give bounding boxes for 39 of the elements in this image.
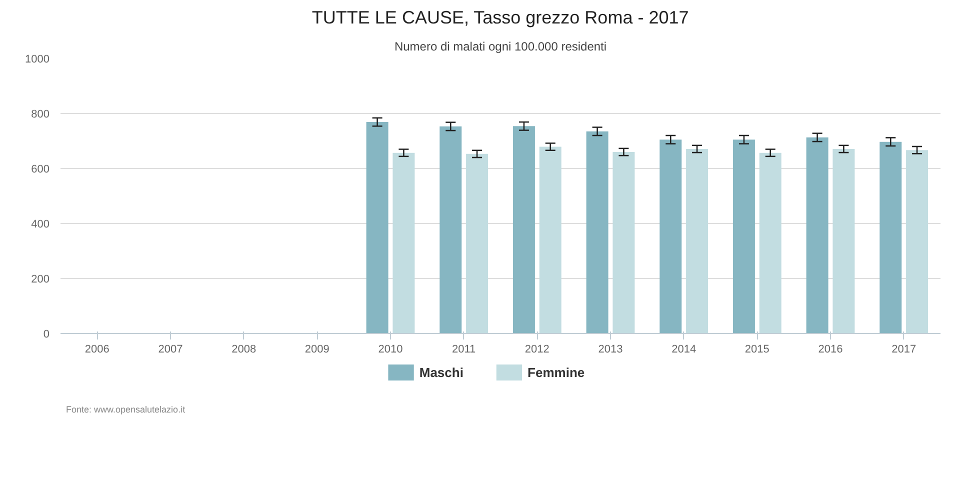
chart-subtitle: Numero di malati ogni 100.000 residenti — [394, 40, 607, 54]
bar — [512, 126, 535, 334]
y-tick-label: 1000 — [25, 54, 50, 66]
x-tick-label: 2011 — [452, 344, 476, 356]
bar — [686, 148, 708, 334]
y-tick-label: 800 — [31, 108, 50, 120]
x-tick-label: 2010 — [378, 344, 403, 356]
bar — [880, 142, 902, 334]
x-tick-label: 2016 — [818, 344, 843, 356]
bar — [466, 154, 488, 334]
bar — [440, 126, 462, 334]
source-note: Fonte: www.opensalutelazio.it — [66, 404, 186, 414]
bar — [366, 122, 388, 334]
x-tick-label: 2012 — [524, 344, 550, 356]
y-tick-label: 0 — [43, 328, 50, 340]
x-tick-label: 2017 — [892, 344, 916, 356]
x-tick-label: 2014 — [672, 344, 696, 356]
y-tick-label: 600 — [31, 164, 50, 176]
chart-title: TUTTE LE CAUSE, Tasso grezzo Roma - 2017 — [312, 8, 689, 28]
bar — [906, 150, 928, 334]
y-tick-label: 400 — [31, 218, 50, 230]
x-tick-label: 2006 — [84, 344, 110, 356]
x-tick-label: 2013 — [598, 344, 623, 356]
legend-label: Femmine — [528, 365, 585, 380]
bar — [832, 148, 855, 334]
bar — [732, 140, 755, 334]
bar — [586, 131, 608, 334]
legend-label: Maschi — [419, 365, 464, 380]
x-tick-label: 2015 — [744, 344, 770, 356]
x-tick-label: 2007 — [158, 344, 183, 356]
x-tick-label: 2009 — [304, 344, 330, 356]
bar — [539, 146, 562, 334]
bar — [612, 152, 635, 334]
bar — [806, 137, 828, 334]
bar — [660, 140, 682, 334]
bar — [392, 152, 415, 334]
x-tick-label: 2008 — [232, 344, 256, 356]
y-tick-label: 200 — [31, 274, 50, 286]
bar — [759, 152, 782, 334]
